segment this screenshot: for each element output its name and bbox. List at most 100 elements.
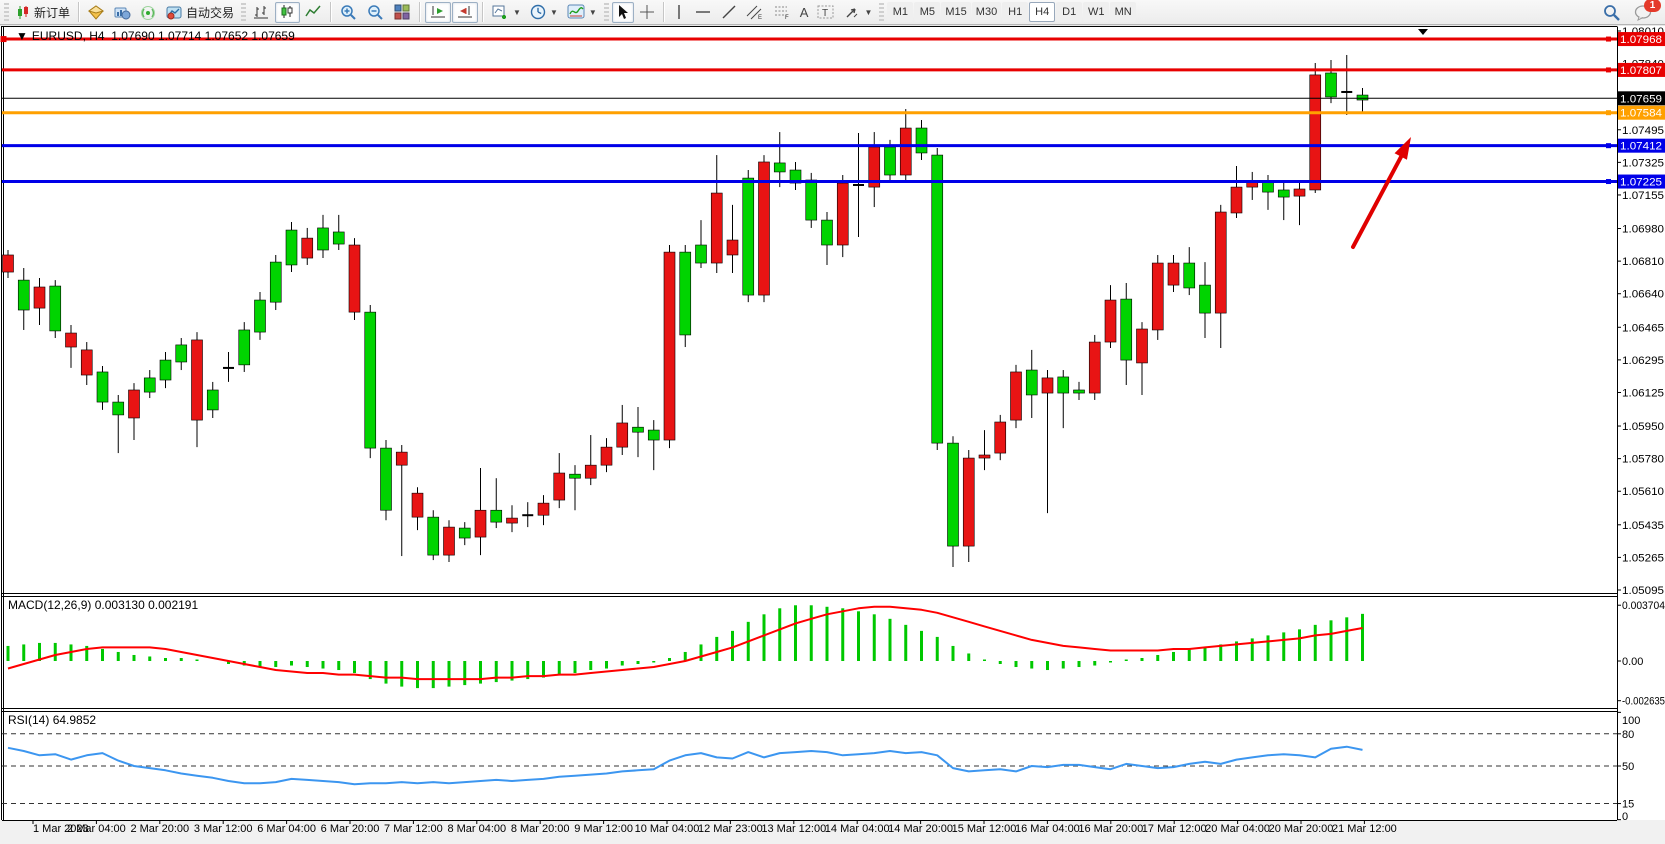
text-tool-button[interactable]: A xyxy=(796,2,813,23)
profiles-button[interactable]: ▼ xyxy=(526,2,562,23)
chart-canvas[interactable]: 1.080101.078401.076701.074951.073251.071… xyxy=(0,26,1665,844)
candle-bear xyxy=(1293,188,1306,197)
tile-windows-button[interactable] xyxy=(390,2,415,23)
fibonacci-tool-button[interactable]: F xyxy=(769,2,795,23)
macd-tick-label: 0.003704 xyxy=(1622,600,1665,612)
fibonacci-icon: F xyxy=(774,6,789,20)
svg-text:T: T xyxy=(822,8,828,19)
hline-left-handle[interactable] xyxy=(0,36,7,43)
zoom-in-button[interactable] xyxy=(336,2,362,23)
channel-tool-button[interactable]: E xyxy=(742,2,768,23)
timeframe-button-M15[interactable]: M15 xyxy=(941,2,971,22)
new-chart-icon xyxy=(492,5,507,19)
candle-bull xyxy=(789,169,802,184)
candle-bull xyxy=(1183,262,1196,289)
time-tick-label: 6 Mar 04:00 xyxy=(257,823,316,835)
candle-bull xyxy=(254,299,266,333)
main-toolbar: 新订单 自动交易 ▼ ▼ xyxy=(0,0,1665,25)
candle-bear xyxy=(33,286,46,309)
signals-button[interactable] xyxy=(136,2,161,23)
arrows-tool-button[interactable]: ▼ xyxy=(840,2,876,23)
favorites-button[interactable] xyxy=(84,2,109,23)
trend-arrow-annotation[interactable] xyxy=(1351,137,1411,249)
candle-bull xyxy=(285,229,298,266)
hline-handle[interactable] xyxy=(1606,143,1611,149)
new-chart-button[interactable]: ▼ xyxy=(488,2,525,23)
toolbar-grip[interactable] xyxy=(4,3,9,21)
candle-bull xyxy=(380,447,392,511)
chart-shift-button[interactable] xyxy=(452,1,479,23)
horizontal-line-tool-button[interactable] xyxy=(690,2,716,23)
timeframe-button-M30[interactable]: M30 xyxy=(971,2,1002,22)
hline-handle[interactable] xyxy=(1606,67,1611,73)
macd-tick-label: 0.00 xyxy=(1622,656,1643,668)
price-tick-label: 1.05950 xyxy=(1622,421,1664,433)
candle-bull xyxy=(821,219,833,246)
candle-bull xyxy=(742,177,755,296)
candlestick-series xyxy=(2,54,1369,567)
candle-bear xyxy=(553,472,566,501)
candle-bull xyxy=(1277,189,1290,198)
indicators-button[interactable]: ▼ xyxy=(563,2,601,23)
text-A-icon: A xyxy=(799,4,809,20)
auto-scroll-button[interactable] xyxy=(425,1,452,23)
hline-handle[interactable] xyxy=(1606,36,1611,42)
timeframe-button-M5[interactable]: M5 xyxy=(914,2,941,22)
candle-bull xyxy=(695,244,707,264)
candle-bull xyxy=(773,162,786,173)
candle-bull xyxy=(947,442,959,547)
time-tick-label: 3 Mar 12:00 xyxy=(194,823,253,835)
candle-bull xyxy=(1325,72,1337,98)
chart-window[interactable]: 1.080101.078401.076701.074951.073251.071… xyxy=(0,26,1665,844)
trendline-tool-button[interactable] xyxy=(717,2,741,23)
timeframe-button-H1[interactable]: H1 xyxy=(1002,2,1029,22)
hline-handle[interactable] xyxy=(1606,179,1611,185)
timeframe-button-MN[interactable]: MN xyxy=(1110,2,1137,22)
bar-chart-icon xyxy=(254,6,269,19)
candle-bear xyxy=(899,127,912,176)
candle-bear xyxy=(836,182,849,246)
auto-scroll-icon xyxy=(431,6,446,18)
time-tick-label: 12 Mar 23:00 xyxy=(698,823,763,835)
svg-text:1.07968: 1.07968 xyxy=(1620,34,1662,46)
dropdown-caret-icon: ▼ xyxy=(549,7,558,17)
new-order-button[interactable]: 新订单 xyxy=(12,2,74,23)
time-tick-label: 16 Mar 20:00 xyxy=(1078,823,1143,835)
candle-bull xyxy=(269,261,282,303)
price-tick-label: 1.05780 xyxy=(1622,454,1664,466)
candle-bull xyxy=(884,146,896,176)
gold-diamond-icon xyxy=(88,4,105,20)
notifications-button[interactable]: 1 xyxy=(1634,0,1661,21)
line-chart-button[interactable] xyxy=(301,2,326,23)
price-tick-label: 1.07155 xyxy=(1622,190,1664,202)
cursor-tool-button[interactable] xyxy=(611,1,634,23)
candle-bull xyxy=(679,251,692,336)
svg-text:1.07225: 1.07225 xyxy=(1620,177,1662,189)
candle-bear xyxy=(2,254,14,273)
vertical-line-tool-button[interactable] xyxy=(669,2,689,23)
market-watch-button[interactable] xyxy=(110,2,135,23)
timeframe-button-M1[interactable]: M1 xyxy=(887,2,914,22)
timeframe-button-W1[interactable]: W1 xyxy=(1083,2,1110,22)
timeframe-group: M1 M5 M15 M30 H1 H4 D1 W1 MN xyxy=(887,2,1137,22)
label-tool-button[interactable]: T xyxy=(813,2,839,23)
price-tick-label: 1.05095 xyxy=(1622,585,1664,597)
search-icon[interactable] xyxy=(1603,4,1620,21)
chart-shift-marker[interactable] xyxy=(1418,29,1428,35)
candle-bull xyxy=(159,359,172,381)
crosshair-tool-button[interactable] xyxy=(635,2,659,23)
candlestick-chart-button[interactable] xyxy=(275,1,301,23)
zoom-out-button[interactable] xyxy=(363,2,389,23)
bar-chart-button[interactable] xyxy=(249,2,274,23)
timeframe-button-H4[interactable]: H4 xyxy=(1029,2,1056,22)
hline-handle[interactable] xyxy=(1606,110,1611,116)
price-tick-label: 1.06640 xyxy=(1622,289,1664,301)
equidistant-channel-icon: E xyxy=(746,5,762,20)
time-tick-label: 2 Mar 20:00 xyxy=(130,823,189,835)
auto-trading-button[interactable]: 自动交易 xyxy=(162,2,238,23)
macd-signal-line xyxy=(7,605,1363,681)
timeframe-button-D1[interactable]: D1 xyxy=(1056,2,1083,22)
candle-bear xyxy=(994,421,1007,454)
trendline-icon xyxy=(722,5,736,19)
